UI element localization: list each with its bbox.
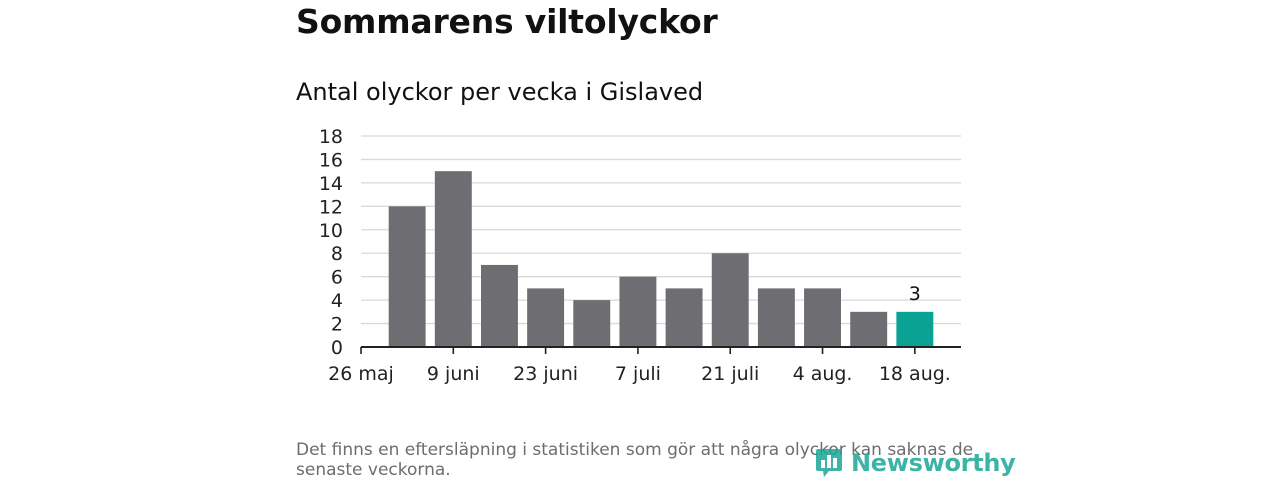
bar [527,288,565,347]
bar [388,206,426,347]
x-tick-label: 23 juni [513,363,578,385]
y-tick-label: 12 [319,196,343,218]
bar [434,171,472,347]
bar [711,253,749,347]
y-tick-label: 4 [331,290,343,312]
newsworthy-logo-text: Newsworthy [851,449,1016,477]
y-tick-label: 2 [331,314,343,336]
y-tick-label: 8 [331,243,343,265]
x-tick-label: 18 aug. [879,363,951,385]
y-tick-label: 10 [319,220,343,242]
y-tick-label: 0 [331,337,343,359]
x-tick-label: 7 juli [615,363,661,385]
footnote: Det finns en eftersläpning i statistiken… [296,440,974,480]
x-tick-label: 26 maj [328,363,394,385]
bar [757,288,795,347]
y-tick-label: 14 [319,173,343,195]
x-tick-label: 21 juli [701,363,759,385]
bar [573,300,611,347]
y-tick-label: 18 [319,126,343,148]
bar-highlight [896,311,934,347]
newsworthy-logo-icon [815,448,843,478]
bars [388,171,934,347]
y-tick-label: 16 [319,149,343,171]
x-tick-label: 4 aug. [793,363,853,385]
bar [804,288,841,347]
bar [481,264,518,347]
bar [665,288,703,347]
y-tick-label: 6 [331,267,343,289]
bar [850,311,888,347]
chart-title: Sommarens viltolyckor [296,2,718,41]
chart-subtitle: Antal olyckor per vecka i Gislaved [296,78,704,106]
x-tick-label: 9 juni [427,363,480,385]
bar [619,276,657,347]
data-label: 3 [909,283,921,305]
newsworthy-logo: Newsworthy [815,446,1016,480]
axes [360,346,961,354]
